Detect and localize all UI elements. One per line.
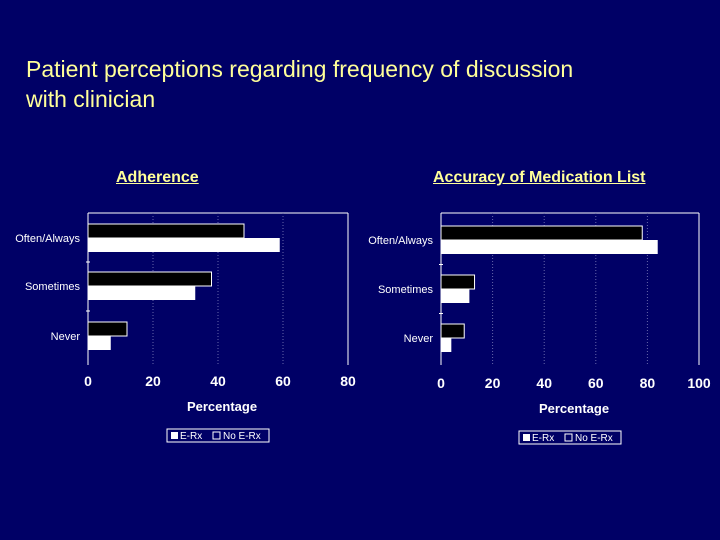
bar-erx-sometimes xyxy=(440,274,476,290)
category-label: Often/Always xyxy=(368,235,433,247)
legend-swatch-erx xyxy=(523,434,530,441)
x-tick-label: 20 xyxy=(485,375,501,391)
x-tick-label: 100 xyxy=(687,375,711,391)
chart-title-adherence: Adherence xyxy=(116,169,199,186)
category-label: Never xyxy=(51,331,81,343)
x-tick-label: 80 xyxy=(340,373,356,389)
bar-no-erx-sometimes xyxy=(441,289,470,303)
bar-no-erx-often-always xyxy=(88,238,280,252)
x-tick-label: 0 xyxy=(84,373,92,389)
x-tick-label: 40 xyxy=(210,373,226,389)
category-label: Sometimes xyxy=(378,284,434,296)
slide-title: Patient perceptions regarding frequency … xyxy=(26,54,706,114)
bar-no-erx-often-always xyxy=(441,240,658,254)
bar-no-erx-never xyxy=(441,338,452,352)
x-axis-label: Percentage xyxy=(187,399,257,414)
x-tick-label: 60 xyxy=(275,373,291,389)
bar-no-erx-never xyxy=(88,336,111,350)
chart-title-accuracy: Accuracy of Medication List xyxy=(433,169,646,186)
bar-erx-often-always xyxy=(440,225,643,241)
legend-swatch-erx xyxy=(171,432,178,439)
legend-box xyxy=(166,428,270,443)
x-tick-label: 20 xyxy=(145,373,161,389)
legend-swatch-no-erx xyxy=(212,431,221,440)
slide-title-line-2: with clinician xyxy=(26,86,156,112)
x-tick-label: 0 xyxy=(437,375,445,391)
slide-title-line-1: Patient perceptions regarding frequency … xyxy=(26,56,574,82)
x-axis-label: Percentage xyxy=(539,401,609,416)
category-label: Never xyxy=(404,333,434,345)
x-tick-label: 80 xyxy=(640,375,656,391)
legend-label-no-erx: No E-Rx xyxy=(223,431,261,442)
bar-erx-never xyxy=(440,323,465,339)
category-label: Often/Always xyxy=(15,233,80,245)
x-tick-label: 40 xyxy=(536,375,552,391)
category-label: Sometimes xyxy=(25,281,81,293)
legend-swatch-no-erx xyxy=(564,433,573,442)
x-tick-label: 60 xyxy=(588,375,604,391)
bar-erx-never xyxy=(87,321,128,337)
bar-no-erx-sometimes xyxy=(88,286,196,300)
legend-label-erx: E-Rx xyxy=(180,431,202,442)
bar-erx-sometimes xyxy=(87,271,212,287)
legend-label-erx: E-Rx xyxy=(532,433,554,444)
legend-label-no-erx: No E-Rx xyxy=(575,433,613,444)
legend-box xyxy=(518,430,622,445)
bar-erx-often-always xyxy=(87,223,245,239)
